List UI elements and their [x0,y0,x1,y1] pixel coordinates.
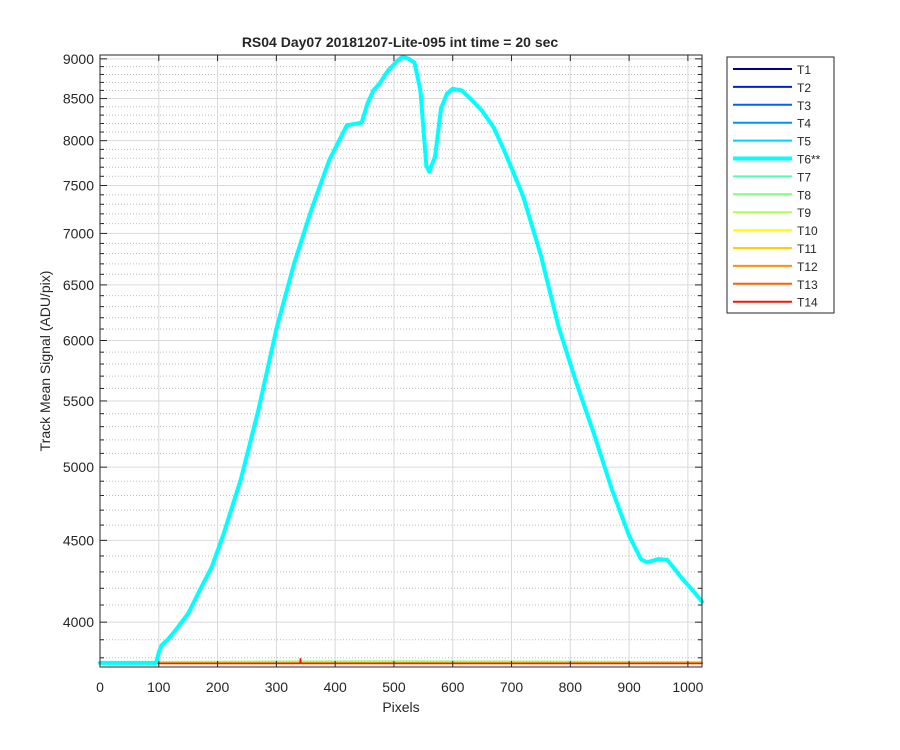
x-tick-label: 700 [500,679,524,695]
x-tick-label: 0 [96,679,104,695]
y-tick-labels: 4000 4500 5000 5500 6000 6500 7000 7500 8000 8500… [63,51,94,630]
x-tick-label: 100 [147,679,171,695]
x-tick-label: 1000 [672,679,703,695]
x-tick-label: 200 [206,679,230,695]
legend-label-t9: T9 [797,206,811,220]
legend: T1 T2 T3 T4 T5 T6** T7 T8 T9 T10 T11 T12 T13 T14 [726,56,835,314]
x-tick-label: 800 [559,679,583,695]
legend-entries: T1 T2 T3 T4 T5 T6** T7 T8 T9 T10 T11 T12 T13 T14 [733,63,821,310]
legend-label-t8: T8 [797,188,811,202]
legend-label-t14: T14 [797,296,818,310]
y-tick-label: 4000 [63,614,94,630]
legend-label-t12: T12 [797,260,818,274]
x-tick-label: 500 [382,679,406,695]
y-tick-label: 7500 [63,177,94,193]
legend-label-t3: T3 [797,99,811,113]
legend-box [726,56,835,314]
legend-label-t1: T1 [797,63,811,77]
chart-title: RS04 Day07 20181207-Lite-095 int time = … [242,34,559,50]
y-axis-label: Track Mean Signal (ADU/pix) [37,271,53,452]
x-tick-label: 900 [617,679,641,695]
y-tick-label: 5000 [63,459,94,475]
y-tick-label: 9000 [63,51,94,67]
series-line-t14 [99,657,703,665]
legend-label-t4: T4 [797,117,811,131]
y-tick-label: 6000 [63,333,94,349]
x-tick-label: 300 [265,679,289,695]
legend-label-t2: T2 [797,81,811,95]
plot-frame [99,54,703,668]
y-tick-label: 4500 [63,532,94,548]
y-tick-label: 5500 [63,393,94,409]
legend-label-t11: T11 [797,242,817,256]
x-axis-label: Pixels [382,699,419,715]
plot-background [100,55,702,667]
major-grid [100,55,702,667]
ticks-layer [99,55,702,667]
legend-label-t13: T13 [797,278,818,292]
y-tick-label: 6500 [63,277,94,293]
series-line-t6 [98,54,704,665]
x-tick-label: 600 [441,679,465,695]
legend-label-t7: T7 [797,170,811,184]
x-tick-labels: 0 100 200 300 400 500 600 700 800 900 1000 [96,679,704,695]
legend-label-t5: T5 [797,135,811,149]
x-tick-label: 400 [323,679,347,695]
series-layer [98,54,704,665]
y-tick-label: 7000 [63,225,94,241]
minor-grid [100,66,702,659]
y-tick-label: 8500 [63,91,94,107]
legend-label-t10: T10 [797,224,818,238]
plot-area [98,54,704,668]
y-tick-label: 8000 [63,133,94,149]
legend-label-t6: T6** [797,153,821,167]
